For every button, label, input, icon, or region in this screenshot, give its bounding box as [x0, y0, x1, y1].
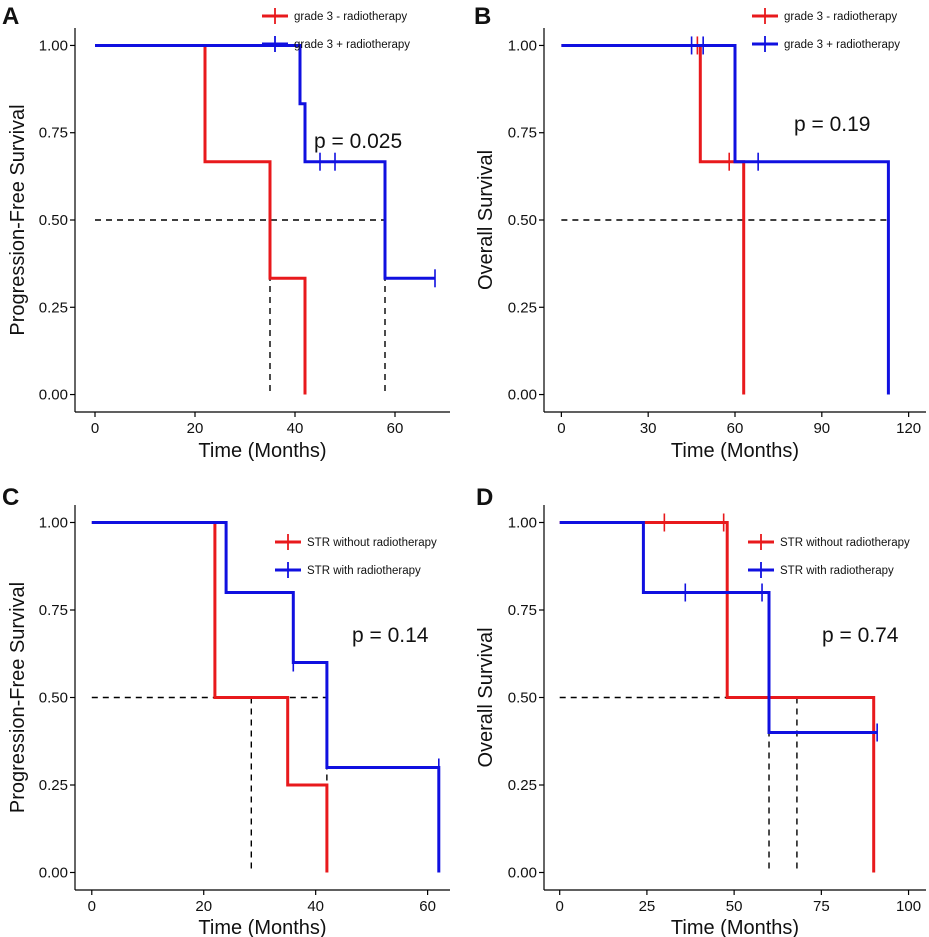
- legend-label: grade 3 - radiotherapy: [294, 11, 407, 23]
- x-axis-title: Time (Months): [198, 440, 326, 462]
- y-tick-label: 0.25: [508, 777, 537, 794]
- legend-label: STR without radiotherapy: [780, 537, 910, 549]
- y-tick-label: 0.00: [508, 865, 537, 882]
- x-tick-label: 40: [307, 898, 324, 915]
- y-tick-label: 0.50: [508, 212, 537, 229]
- x-tick-label: 90: [813, 420, 830, 437]
- km-curve-blue: [559, 521, 878, 734]
- panel-d: D 0.00 0.25 0.50 0.75 1.00 0 25 50 75 100 Time (Mon…: [475, 484, 926, 937]
- y-tick-label: 0.25: [508, 299, 537, 316]
- km-curve-red: [559, 521, 876, 873]
- x-tick-label: 60: [419, 898, 436, 915]
- x-tick-label: 60: [387, 420, 404, 437]
- y-axis-title: Overall Survival: [475, 627, 497, 767]
- panel-letter: A: [2, 3, 19, 30]
- x-tick-label: 120: [896, 420, 921, 437]
- x-tick-label: 60: [727, 420, 744, 437]
- x-tick-label: 0: [556, 898, 564, 915]
- x-tick-label: 75: [813, 898, 830, 915]
- legend-label: grade 3 + radiotherapy: [294, 39, 410, 51]
- legend-label: grade 3 - radiotherapy: [784, 11, 897, 23]
- y-tick-label: 0.75: [39, 125, 68, 142]
- x-tick-label: 0: [557, 420, 565, 437]
- p-value-label: p = 0.19: [794, 113, 870, 136]
- km-curve-blue: [561, 44, 890, 395]
- x-axis-title: Time (Months): [198, 917, 326, 937]
- p-value-label: p = 0.025: [314, 130, 402, 153]
- panel-letter: C: [2, 484, 19, 511]
- y-tick-label: 0.25: [39, 299, 68, 316]
- y-axis-title: Progression-Free Survival: [7, 582, 29, 813]
- y-tick-label: 0.00: [39, 387, 68, 404]
- y-tick-label: 1.00: [39, 37, 68, 54]
- y-tick-label: 0.75: [39, 602, 68, 619]
- x-tick-label: 20: [187, 420, 204, 437]
- panel-c: C 0.00 0.25 0.50 0.75 1.00 0 20 40 60 Time (Months…: [2, 484, 450, 937]
- y-tick-label: 1.00: [508, 37, 537, 54]
- y-tick-label: 0.75: [508, 125, 537, 142]
- panel-letter: D: [476, 484, 493, 511]
- y-tick-label: 1.00: [39, 515, 68, 532]
- legend-label: grade 3 + radiotherapy: [784, 39, 900, 51]
- y-tick-label: 0.75: [508, 602, 537, 619]
- x-tick-label: 30: [640, 420, 657, 437]
- x-tick-label: 20: [195, 898, 212, 915]
- x-tick-label: 0: [91, 420, 99, 437]
- y-tick-label: 0.50: [39, 690, 68, 707]
- y-tick-label: 1.00: [508, 515, 537, 532]
- km-curve-blue: [95, 44, 435, 280]
- x-tick-label: 100: [896, 898, 921, 915]
- legend-label: STR with radiotherapy: [307, 565, 421, 577]
- legend-label: STR without radiotherapy: [307, 537, 437, 549]
- x-axis-title: Time (Months): [671, 917, 799, 937]
- panel-a: A 0.00 0.25 0.50 0.75 1.00 0 20 40 60 Time (Months…: [2, 3, 450, 462]
- y-tick-label: 0.50: [39, 212, 68, 229]
- y-axis-title: Overall Survival: [475, 150, 497, 290]
- x-tick-label: 0: [88, 898, 96, 915]
- y-tick-label: 0.25: [39, 777, 68, 794]
- legend-label: STR with radiotherapy: [780, 565, 894, 577]
- x-axis-title: Time (Months): [671, 440, 799, 462]
- p-value-label: p = 0.74: [822, 624, 899, 647]
- panel-b: B 0.00 0.25 0.50 0.75 1.00 0 30 60 90 120 Time (Mon…: [474, 3, 926, 462]
- y-tick-label: 0.00: [508, 387, 537, 404]
- x-tick-label: 40: [287, 420, 304, 437]
- x-tick-label: 25: [639, 898, 656, 915]
- x-tick-label: 50: [726, 898, 743, 915]
- panel-letter: B: [474, 3, 491, 30]
- p-value-label: p = 0.14: [352, 624, 429, 647]
- y-tick-label: 0.50: [508, 690, 537, 707]
- y-tick-label: 0.00: [39, 865, 68, 882]
- y-axis-title: Progression-Free Survival: [7, 104, 29, 335]
